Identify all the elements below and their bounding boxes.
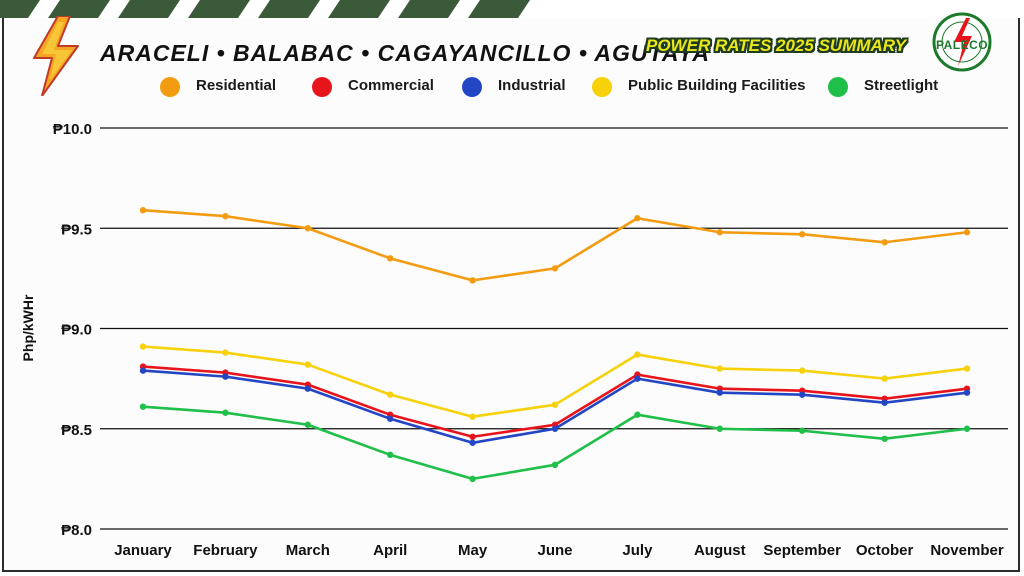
x-tick-label-march: March — [286, 542, 330, 559]
point-residential-april — [387, 255, 394, 262]
point-industrial-may — [469, 439, 476, 446]
point-public_building-september — [799, 367, 806, 374]
legend-label-public-building: Public Building Facilities — [628, 77, 806, 94]
x-tick-label-october: October — [856, 542, 914, 559]
header-stripes — [0, 0, 1024, 18]
point-streetlight-october — [881, 435, 888, 442]
y-tick-label-0: ₱8.0 — [61, 522, 92, 539]
point-industrial-february — [222, 373, 229, 380]
point-streetlight-january — [139, 403, 147, 410]
y-tick-label-1: ₱8.5 — [61, 422, 92, 439]
point-streetlight-may — [469, 475, 476, 483]
chart-title: ARACELI • BALABAC • CAGAYANCILLO • AGUTA… — [100, 40, 711, 66]
legend-marker-commercial — [312, 77, 332, 97]
x-tick-label-april: April — [373, 542, 407, 559]
y-tick-label-4: ₱10.0 — [53, 121, 92, 138]
point-residential-july — [634, 215, 641, 222]
point-public_building-april — [387, 391, 394, 398]
point-industrial-april — [387, 415, 394, 422]
point-public_building-january — [139, 343, 147, 350]
y-tick-label-2: ₱9.0 — [61, 322, 92, 339]
point-residential-august — [716, 229, 723, 236]
point-industrial-july — [634, 375, 641, 382]
x-tick-label-july: July — [622, 542, 653, 559]
point-residential-september — [799, 231, 806, 238]
point-streetlight-april — [387, 451, 394, 459]
legend-marker-industrial — [462, 77, 482, 97]
point-public_building-july — [634, 351, 641, 358]
legend-marker-streetlight — [828, 77, 848, 97]
x-tick-label-may: May — [458, 542, 488, 559]
point-public_building-october — [881, 375, 888, 382]
point-streetlight-june — [551, 461, 559, 469]
legend-marker-public-building — [592, 77, 612, 97]
legend-label-industrial: Industrial — [498, 77, 566, 94]
x-tick-label-november: November — [930, 542, 1004, 559]
x-tick-label-february: February — [193, 542, 258, 559]
point-streetlight-september — [799, 427, 806, 434]
point-industrial-november — [963, 389, 971, 396]
point-public_building-february — [222, 349, 229, 356]
point-public_building-may — [469, 413, 476, 420]
point-public_building-june — [551, 401, 559, 408]
point-residential-january — [139, 207, 147, 214]
paleco-logo-icon — [932, 12, 992, 72]
point-public_building-march — [304, 361, 311, 368]
y-tick-label-3: ₱9.5 — [61, 221, 92, 238]
point-residential-february — [222, 213, 229, 220]
point-streetlight-july — [634, 411, 641, 418]
x-tick-label-january: January — [114, 542, 172, 559]
logo-text: PALECO — [936, 38, 989, 52]
point-public_building-november — [963, 365, 971, 372]
point-residential-june — [551, 265, 559, 272]
x-tick-label-august: August — [694, 542, 746, 559]
point-industrial-january — [139, 367, 147, 374]
point-industrial-september — [799, 391, 806, 398]
x-tick-label-june: June — [537, 542, 572, 559]
legend-label-streetlight: Streetlight — [864, 77, 939, 94]
series-line-streetlight — [141, 405, 969, 481]
point-residential-october — [881, 239, 888, 246]
point-industrial-october — [881, 399, 888, 406]
point-streetlight-february — [222, 409, 229, 416]
point-public_building-august — [716, 365, 723, 372]
legend-marker-residential — [160, 77, 180, 97]
point-industrial-august — [716, 389, 723, 396]
point-residential-march — [304, 225, 311, 232]
point-industrial-march — [304, 385, 311, 392]
x-tick-label-september: September — [763, 542, 841, 559]
point-streetlight-november — [963, 425, 971, 432]
point-streetlight-august — [716, 425, 723, 432]
point-industrial-june — [551, 425, 559, 432]
point-streetlight-march — [304, 421, 311, 428]
legend-label-commercial: Commercial — [348, 77, 434, 94]
chart-subtitle: POWER RATES 2025 SUMMARY — [646, 36, 907, 55]
y-axis-label: Php/kWHr — [20, 294, 36, 361]
lightning-bolt-icon — [33, 16, 79, 96]
point-commercial-may — [469, 433, 476, 440]
point-residential-may — [469, 277, 476, 284]
legend-label-residential: Residential — [196, 77, 277, 94]
point-residential-november — [963, 229, 971, 236]
